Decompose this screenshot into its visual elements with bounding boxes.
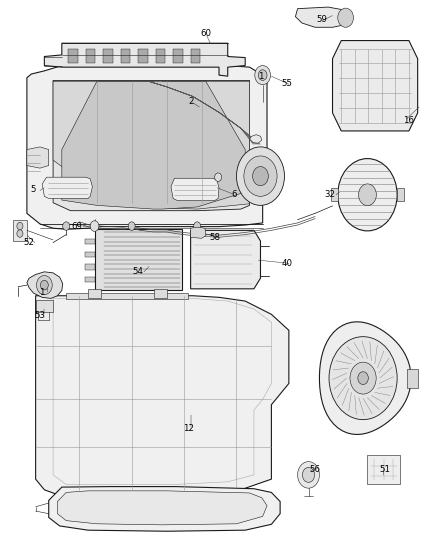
Circle shape [350,362,376,394]
Circle shape [358,372,368,384]
Bar [191,49,200,63]
Polygon shape [44,43,245,76]
Bar [331,188,338,201]
Polygon shape [319,322,411,434]
Bar [103,49,113,63]
Text: 54: 54 [133,268,144,276]
Polygon shape [27,66,267,229]
Polygon shape [57,491,267,525]
Bar [95,229,182,290]
Text: 16: 16 [403,116,414,125]
Circle shape [359,184,376,206]
Text: 51: 51 [379,465,390,474]
Text: 6: 6 [232,190,237,199]
Bar [35,300,53,312]
Text: 58: 58 [209,233,220,242]
Polygon shape [42,177,92,198]
Circle shape [128,222,135,230]
Bar [66,293,188,300]
Text: 2: 2 [188,97,193,106]
Text: 55: 55 [281,78,292,87]
Circle shape [329,337,397,419]
Polygon shape [49,487,280,531]
Bar [173,49,183,63]
Polygon shape [53,80,250,211]
Polygon shape [35,296,289,496]
Polygon shape [191,227,206,238]
Bar [85,239,95,244]
Text: 5: 5 [31,185,36,194]
Polygon shape [27,272,63,298]
Circle shape [63,222,70,230]
Text: 56: 56 [310,465,321,474]
Circle shape [40,280,48,290]
Circle shape [237,147,285,205]
Bar [138,49,148,63]
Bar [86,49,95,63]
Text: 32: 32 [325,190,336,199]
Text: 1: 1 [258,71,263,80]
Circle shape [338,159,397,231]
Text: 52: 52 [24,238,35,247]
Circle shape [338,8,353,27]
Circle shape [90,221,99,231]
Circle shape [36,276,52,295]
Bar [85,277,95,282]
Bar [367,455,400,484]
Text: 1: 1 [39,287,45,296]
Polygon shape [191,230,261,289]
Text: 12: 12 [183,424,194,433]
Bar [85,264,95,270]
Polygon shape [162,82,250,209]
Text: 60: 60 [201,29,212,38]
Circle shape [297,462,319,488]
Circle shape [17,222,23,230]
Circle shape [194,222,201,230]
Bar [153,289,166,298]
Polygon shape [171,178,219,200]
Circle shape [258,70,267,80]
Circle shape [255,66,271,85]
Bar [85,252,95,257]
Text: 53: 53 [35,311,46,320]
Polygon shape [332,41,418,131]
Text: 69: 69 [72,222,82,231]
Polygon shape [53,82,153,208]
Text: 59: 59 [316,15,327,24]
Circle shape [215,173,222,181]
Polygon shape [27,147,49,168]
Bar [121,49,131,63]
Polygon shape [250,135,262,143]
Bar [68,49,78,63]
Polygon shape [295,7,350,27]
Text: 40: 40 [281,260,292,268]
Bar [13,220,27,241]
Circle shape [17,230,23,237]
Circle shape [302,467,314,482]
Polygon shape [62,82,245,209]
Bar [397,188,404,201]
Bar [407,368,418,387]
Bar [88,289,101,298]
Circle shape [253,166,268,185]
Bar [155,49,165,63]
Circle shape [244,156,277,196]
